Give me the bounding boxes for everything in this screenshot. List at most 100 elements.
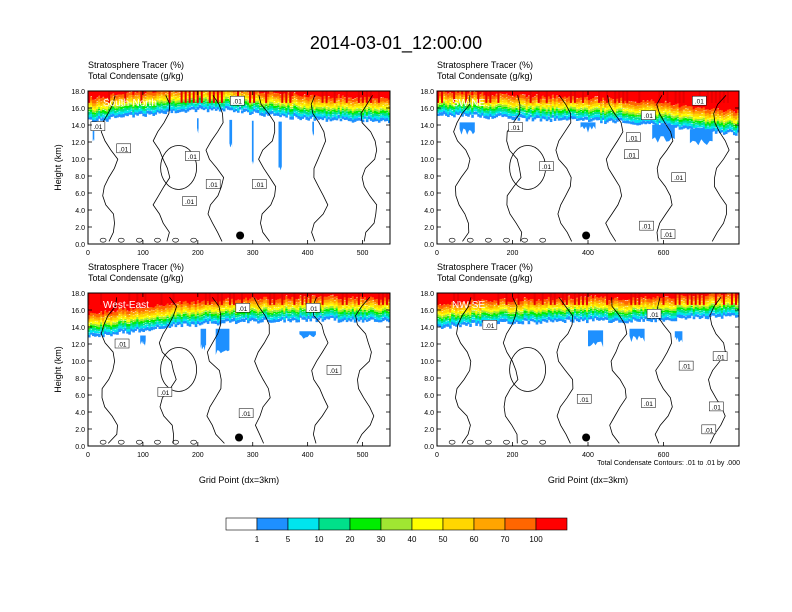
- tracer-cell: [265, 106, 268, 109]
- tracer-cell: [517, 108, 521, 110]
- tracer-cell: [349, 110, 353, 114]
- tracer-cell: [353, 106, 357, 110]
- tracer-cell: [220, 312, 224, 315]
- tracer-cell: [146, 310, 149, 313]
- tracer-cell: [708, 116, 712, 119]
- tracer-spike: [453, 91, 456, 103]
- tracer-cell: [198, 312, 202, 316]
- tracer-cell: [365, 307, 369, 310]
- tracer-cell: [90, 102, 93, 106]
- tracer-cell: [581, 106, 585, 109]
- tracer-cell: [555, 108, 559, 111]
- tracer-cell: [457, 313, 460, 316]
- tracer-cell: [283, 314, 286, 317]
- tracer-cell: [600, 115, 603, 119]
- tracer-cell: [373, 103, 377, 107]
- tracer-cell: [106, 109, 109, 112]
- tracer-cell: [224, 309, 228, 311]
- tracer-cell: [138, 314, 141, 318]
- tracer-cell: [269, 310, 272, 313]
- tracer-cell: [168, 305, 172, 309]
- tracer-cell: [379, 299, 383, 303]
- tracer-cell: [620, 91, 623, 98]
- y-tick-label: 8.0: [75, 376, 85, 383]
- tracer-cell: [678, 106, 682, 111]
- tracer-cell: [232, 107, 236, 110]
- tracer-cell: [692, 114, 696, 117]
- tracer-cell: [188, 303, 192, 308]
- tracer-cell: [383, 293, 387, 298]
- tracer-cell: [200, 310, 204, 313]
- tracer-cell: [533, 96, 537, 101]
- tracer-cell: [134, 293, 137, 309]
- tracer-cell: [577, 115, 581, 119]
- tracer-cell: [678, 124, 682, 128]
- tracer-cell: [333, 293, 337, 297]
- tracer-cell: [602, 103, 605, 106]
- tracer-cell: [98, 108, 101, 111]
- tracer-cell: [158, 314, 162, 317]
- tracer-cell: [180, 316, 184, 319]
- tracer-cell: [204, 313, 208, 317]
- tracer-cell: [88, 107, 91, 111]
- tracer-cell: [467, 93, 470, 97]
- tracer-cell: [303, 100, 307, 103]
- tracer-cell: [730, 124, 734, 127]
- tracer-cell: [543, 99, 547, 103]
- tracer-cell: [275, 93, 278, 97]
- tracer-cell: [224, 318, 228, 322]
- tracer-cell: [445, 312, 448, 315]
- tracer-cell: [293, 105, 296, 109]
- tracer-cell: [690, 106, 694, 111]
- tracer-cell: [369, 309, 373, 312]
- tracer-cell: [381, 310, 385, 314]
- tracer-cell: [724, 119, 728, 122]
- tracer-cell: [261, 95, 264, 98]
- tracer-cell: [644, 104, 647, 108]
- tracer-cell: [692, 121, 696, 124]
- tracer-cell: [616, 98, 619, 102]
- tracer-cell: [156, 98, 160, 100]
- tracer-cell: [251, 104, 254, 107]
- tracer-cell: [299, 96, 303, 100]
- tracer-cell: [253, 108, 256, 112]
- tracer-cell: [329, 113, 333, 117]
- tracer-cell: [571, 113, 575, 117]
- tracer-cell: [652, 91, 656, 102]
- tracer-cell: [602, 100, 605, 103]
- tracer-cell: [232, 303, 236, 307]
- tracer-cell: [447, 102, 450, 105]
- tracer-cell: [371, 317, 375, 320]
- tracer-cell: [694, 122, 698, 125]
- tracer-cell: [221, 83, 224, 88]
- tracer-cell: [226, 96, 230, 99]
- tracer-cell: [156, 307, 160, 311]
- tracer-cell: [473, 111, 476, 115]
- tracer-cell: [220, 308, 224, 311]
- tracer-cell: [228, 93, 232, 96]
- tracer-cell: [100, 315, 103, 318]
- tracer-cell: [319, 113, 323, 117]
- tracer-cell: [547, 105, 551, 108]
- tracer-cell: [106, 320, 109, 323]
- tracer-cell: [297, 319, 300, 323]
- tracer-cell: [383, 316, 387, 320]
- tracer-spike: [441, 91, 444, 103]
- x-tick-label: 200: [507, 250, 519, 257]
- contour-label: .01: [305, 303, 321, 313]
- tracer-cell: [279, 114, 282, 118]
- tracer-cell: [100, 108, 103, 112]
- tracer-cell: [214, 96, 218, 99]
- tracer-cell: [241, 110, 244, 114]
- tracer-cell: [148, 293, 152, 308]
- tracer-cell: [375, 299, 379, 303]
- tracer-cell: [144, 99, 147, 102]
- tracer-cell: [134, 321, 137, 324]
- tracer-cell: [712, 122, 716, 126]
- tracer-cell: [357, 103, 361, 107]
- tracer-cell: [142, 91, 145, 94]
- tracer-cell: [363, 309, 367, 312]
- tracer-cell: [178, 92, 182, 96]
- tracer-cell: [174, 103, 178, 106]
- tracer-cell: [194, 303, 198, 308]
